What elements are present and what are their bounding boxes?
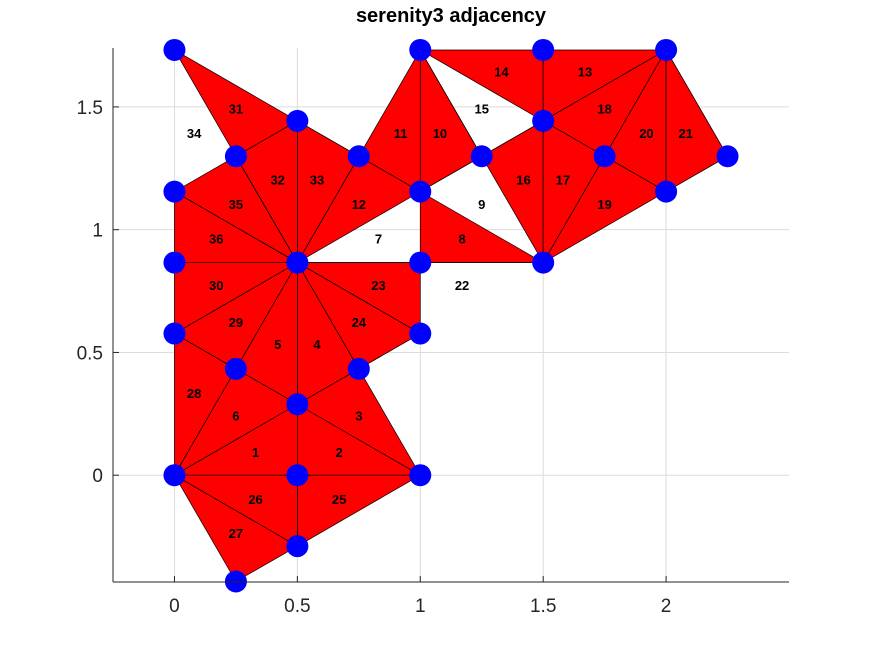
mesh-triangle	[665, 49, 728, 192]
triangle-label: 5	[274, 337, 281, 352]
triangle-label: 15	[474, 101, 488, 116]
triangle-label: 30	[209, 278, 223, 293]
triangle-label: 17	[556, 173, 570, 188]
triangle-label: 31	[229, 101, 243, 116]
x-tick-label: 1.5	[530, 596, 556, 617]
mesh-node	[470, 145, 493, 168]
mesh-triangle	[297, 474, 421, 547]
mesh-node	[286, 535, 309, 558]
mesh-node	[224, 145, 247, 168]
triangle-label: 18	[597, 101, 611, 116]
mesh-node	[163, 38, 186, 61]
mesh-node	[163, 322, 186, 345]
mesh-edge	[235, 156, 298, 263]
mesh-node	[655, 180, 678, 203]
mesh-node	[409, 464, 432, 487]
mesh-node	[163, 180, 186, 203]
triangle-label: 27	[229, 526, 243, 541]
mesh-node	[532, 109, 555, 132]
y-tick-label: 1.5	[77, 98, 103, 119]
y-tick-label: 0.5	[77, 343, 103, 364]
triangle-label: 7	[375, 232, 382, 247]
triangle-label: 35	[229, 197, 243, 212]
mesh-triangles	[174, 49, 728, 582]
triangle-label: 4	[313, 337, 321, 352]
mesh-triangle	[174, 474, 298, 582]
axes	[112, 48, 789, 583]
mesh-edge	[420, 155, 482, 192]
triangle-label: 25	[332, 492, 346, 507]
tick-labels: 0 0.5 1 1.5 200.511.5	[77, 98, 672, 617]
mesh-node	[286, 251, 309, 274]
triangle-label: 28	[187, 386, 201, 401]
mesh-node	[532, 38, 555, 61]
triangle-label: 32	[270, 173, 284, 188]
mesh-node	[409, 38, 432, 61]
triangle-label: 36	[209, 232, 223, 247]
mesh-node	[347, 357, 370, 380]
mesh-node	[409, 322, 432, 345]
triangle-label: 6	[232, 408, 239, 423]
mesh-triangle	[542, 155, 667, 263]
triangle-label: 3	[355, 408, 362, 423]
triangle-label: 12	[352, 197, 366, 212]
mesh-edges	[174, 49, 544, 263]
mesh-node	[532, 251, 555, 274]
mesh-node	[409, 180, 432, 203]
triangle-label: 13	[578, 65, 592, 80]
triangle-label: 24	[352, 315, 367, 330]
mesh-edge	[174, 191, 298, 263]
y-tick-label: 1	[92, 221, 103, 242]
triangle-label: 8	[458, 232, 465, 247]
triangle-label: 33	[310, 173, 324, 188]
chart-title: serenity3 adjacency	[356, 5, 547, 27]
mesh-node	[224, 357, 247, 380]
triangle-label: 9	[478, 197, 485, 212]
triangle-label: 26	[248, 492, 262, 507]
triangle-label: 10	[433, 126, 447, 141]
triangle-label: 11	[394, 126, 408, 141]
mesh-node	[286, 109, 309, 132]
mesh-node	[286, 393, 309, 416]
triangle-label: 34	[187, 126, 202, 141]
triangle-label: 21	[679, 126, 693, 141]
triangle-label: 20	[639, 126, 653, 141]
mesh-node	[163, 251, 186, 274]
mesh-node	[716, 145, 739, 168]
mesh-node	[655, 38, 678, 61]
mesh-edge	[481, 120, 544, 157]
mesh-node	[286, 464, 309, 487]
y-tick-label: 0	[92, 466, 103, 487]
mesh-node	[163, 464, 186, 487]
triangle-label: 29	[229, 315, 243, 330]
mesh-edge	[419, 49, 483, 157]
triangle-label: 14	[494, 65, 509, 80]
triangle-label: 22	[455, 278, 469, 293]
mesh-node	[347, 145, 370, 168]
mesh-nodes	[163, 38, 739, 593]
mesh-node	[409, 251, 432, 274]
x-tick-label: 0	[169, 596, 180, 617]
mesh-triangle	[297, 262, 421, 370]
triangle-label: 1	[252, 445, 259, 460]
x-tick-label: 2	[661, 596, 672, 617]
triangle-label: 2	[336, 445, 343, 460]
x-tick-label: 0.5	[284, 596, 310, 617]
triangle-label: 19	[597, 197, 611, 212]
mesh-node	[593, 145, 616, 168]
triangle-label: 23	[371, 278, 385, 293]
x-tick-label: 1	[415, 596, 426, 617]
triangle-label: 16	[516, 173, 530, 188]
